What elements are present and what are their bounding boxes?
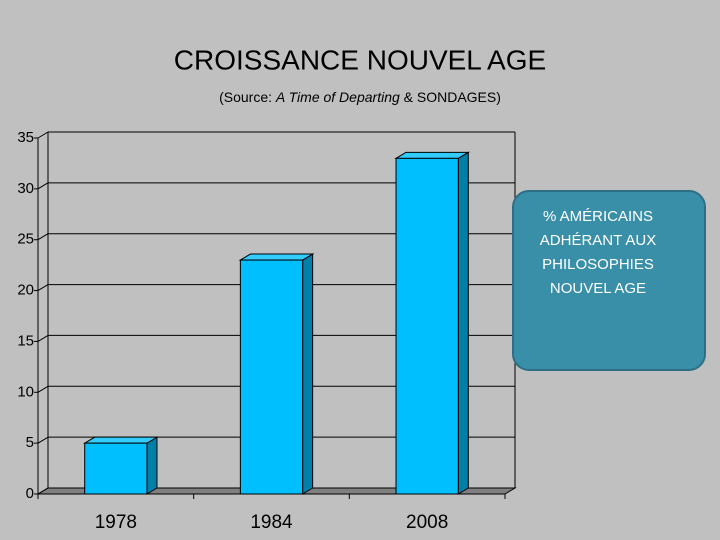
bar-side <box>457 151 469 495</box>
grid-line <box>37 436 49 444</box>
bar <box>394 151 471 495</box>
grid-line <box>37 233 49 241</box>
grid-line <box>37 385 49 393</box>
grid-line <box>37 182 49 190</box>
grid-line <box>37 131 49 139</box>
bar-side <box>302 253 314 495</box>
grid-line <box>37 334 49 342</box>
x-tick-label: 2008 <box>406 512 448 533</box>
y-tick-label: 25 <box>17 231 34 248</box>
bar-top <box>238 253 315 261</box>
grid-line <box>37 284 49 292</box>
bar-front <box>239 259 304 495</box>
bar <box>82 436 159 495</box>
y-tick-label: 15 <box>17 332 34 349</box>
grid-line <box>37 487 49 495</box>
y-tick-label: 30 <box>17 180 34 197</box>
bar-front <box>84 442 148 495</box>
y-tick-label: 35 <box>17 129 34 146</box>
y-tick-label: 20 <box>17 282 34 299</box>
subtitle-source: A Time of Departing <box>275 89 400 105</box>
annotation-line: ADHÉRANT AUX <box>540 232 656 249</box>
subtitle-text: & SONDAGES) <box>400 89 501 105</box>
plot: 0 5 10 15 20 25 30 35 1978 1984 2008 <box>17 129 517 533</box>
bar-top <box>394 151 471 159</box>
bar <box>238 253 315 495</box>
subtitle-text: (Source: <box>219 89 276 105</box>
annotation: % AMÉRICAINS ADHÉRANT AUX PHILOSOPHIES NOUV… <box>540 208 656 297</box>
y-tick-label: 5 <box>26 434 34 451</box>
annotation-line: NOUVEL AGE <box>550 280 646 297</box>
y-tick-label: 10 <box>17 383 34 400</box>
x-tick-label: 1984 <box>250 512 293 533</box>
chart-subtitle: (Source: A Time of Departing & SONDAGES) <box>219 89 501 105</box>
annotation-box <box>512 190 706 371</box>
bar-top <box>82 436 159 444</box>
x-tick-label: 1978 <box>95 512 137 533</box>
annotation-line: % AMÉRICAINS <box>543 208 653 225</box>
bar-side <box>146 436 158 495</box>
y-tick-label: 0 <box>26 485 34 502</box>
bar-front <box>395 157 459 495</box>
annotation-line: PHILOSOPHIES <box>542 256 654 273</box>
chart-title: CROISSANCE NOUVEL AGE <box>174 44 546 75</box>
